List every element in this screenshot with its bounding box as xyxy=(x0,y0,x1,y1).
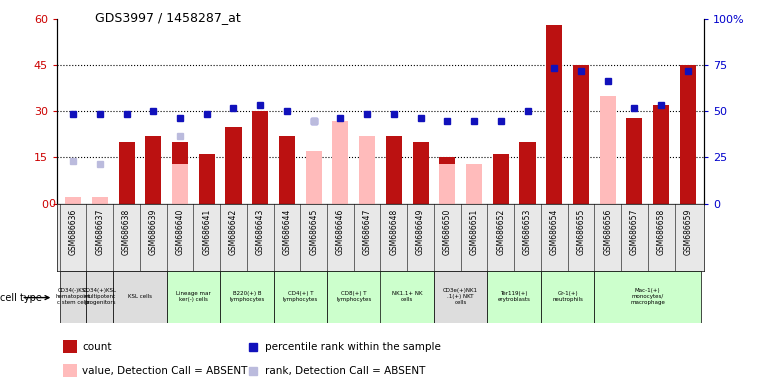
Text: CD34(-)KSL
hematopoiet
c stem cells: CD34(-)KSL hematopoiet c stem cells xyxy=(56,288,91,305)
Text: NK1.1+ NK
cells: NK1.1+ NK cells xyxy=(392,291,422,302)
Bar xyxy=(573,65,589,204)
Bar xyxy=(119,142,135,204)
Text: GSM686647: GSM686647 xyxy=(363,209,371,255)
Text: CD3e(+)NK1
.1(+) NKT
cells: CD3e(+)NK1 .1(+) NKT cells xyxy=(443,288,478,305)
Bar xyxy=(412,142,428,204)
Bar xyxy=(439,157,455,204)
Bar xyxy=(359,136,375,204)
Text: GSM686637: GSM686637 xyxy=(95,209,104,255)
Text: GSM686657: GSM686657 xyxy=(630,209,639,255)
Bar xyxy=(62,340,77,353)
Text: GSM686636: GSM686636 xyxy=(68,209,78,255)
Text: GSM686646: GSM686646 xyxy=(336,209,345,255)
Bar xyxy=(466,164,482,204)
Bar xyxy=(65,197,81,204)
Bar xyxy=(62,364,77,377)
Text: B220(+) B
lymphocytes: B220(+) B lymphocytes xyxy=(229,291,265,302)
Bar xyxy=(225,127,241,204)
Bar xyxy=(487,271,541,323)
Bar xyxy=(680,65,696,204)
Text: GSM686654: GSM686654 xyxy=(549,209,559,255)
Text: GSM686652: GSM686652 xyxy=(496,209,505,255)
Text: GSM686656: GSM686656 xyxy=(603,209,612,255)
Bar xyxy=(113,271,167,323)
Text: GSM686643: GSM686643 xyxy=(256,209,265,255)
Text: value, Detection Call = ABSENT: value, Detection Call = ABSENT xyxy=(82,366,247,376)
Text: GDS3997 / 1458287_at: GDS3997 / 1458287_at xyxy=(95,12,241,25)
Text: GSM686640: GSM686640 xyxy=(176,209,184,255)
Bar xyxy=(333,136,349,204)
Bar xyxy=(600,142,616,204)
Bar xyxy=(145,136,161,204)
Bar xyxy=(653,105,669,204)
Text: CD4(+) T
lymphocytes: CD4(+) T lymphocytes xyxy=(282,291,318,302)
Text: GSM686655: GSM686655 xyxy=(577,209,585,255)
Bar xyxy=(594,271,701,323)
Bar xyxy=(541,271,594,323)
Bar xyxy=(92,197,108,204)
Bar xyxy=(279,136,295,204)
Text: GSM686648: GSM686648 xyxy=(390,209,398,255)
Bar xyxy=(380,271,434,323)
Bar xyxy=(172,142,188,204)
Text: KSL cells: KSL cells xyxy=(128,294,152,299)
Text: GSM686638: GSM686638 xyxy=(122,209,131,255)
Bar xyxy=(60,271,87,323)
Bar xyxy=(600,96,616,204)
Text: percentile rank within the sample: percentile rank within the sample xyxy=(266,342,441,352)
Bar xyxy=(327,271,380,323)
Text: Mac-1(+)
monocytes/
macrophage: Mac-1(+) monocytes/ macrophage xyxy=(630,288,665,305)
Text: GSM686658: GSM686658 xyxy=(657,209,666,255)
Bar xyxy=(172,164,188,204)
Text: GSM686649: GSM686649 xyxy=(416,209,425,255)
Bar xyxy=(306,151,322,204)
Bar xyxy=(220,271,274,323)
Text: CD34(+)KSL
multipotent
progenitors: CD34(+)KSL multipotent progenitors xyxy=(83,288,117,305)
Text: Ter119(+)
erytroblasts: Ter119(+) erytroblasts xyxy=(498,291,530,302)
Text: GSM686659: GSM686659 xyxy=(683,209,693,255)
Bar xyxy=(274,271,327,323)
Bar xyxy=(434,271,487,323)
Text: count: count xyxy=(82,342,112,352)
Text: GSM686644: GSM686644 xyxy=(282,209,291,255)
Bar xyxy=(493,154,509,204)
Text: GSM686645: GSM686645 xyxy=(309,209,318,255)
Text: cell type: cell type xyxy=(0,293,42,303)
Bar xyxy=(359,136,375,204)
Text: GSM686639: GSM686639 xyxy=(149,209,158,255)
Bar xyxy=(626,118,642,204)
Bar xyxy=(167,271,220,323)
Text: GSM686651: GSM686651 xyxy=(470,209,479,255)
Bar xyxy=(520,142,536,204)
Bar xyxy=(333,121,349,204)
Text: CD8(+) T
lymphocytes: CD8(+) T lymphocytes xyxy=(336,291,371,302)
Bar xyxy=(386,136,402,204)
Bar xyxy=(546,25,562,204)
Bar xyxy=(466,164,482,204)
Text: GSM686650: GSM686650 xyxy=(443,209,452,255)
Text: rank, Detection Call = ABSENT: rank, Detection Call = ABSENT xyxy=(266,366,426,376)
Bar xyxy=(199,154,215,204)
Bar xyxy=(439,164,455,204)
Text: 0: 0 xyxy=(49,199,56,209)
Text: GSM686641: GSM686641 xyxy=(202,209,212,255)
Text: Gr-1(+)
neutrophils: Gr-1(+) neutrophils xyxy=(552,291,583,302)
Bar xyxy=(65,197,81,204)
Text: GSM686653: GSM686653 xyxy=(523,209,532,255)
Bar xyxy=(92,197,108,204)
Bar xyxy=(252,111,268,204)
Bar xyxy=(306,157,322,204)
Text: Lineage mar
ker(-) cells: Lineage mar ker(-) cells xyxy=(176,291,211,302)
Text: GSM686642: GSM686642 xyxy=(229,209,238,255)
Bar xyxy=(87,271,113,323)
